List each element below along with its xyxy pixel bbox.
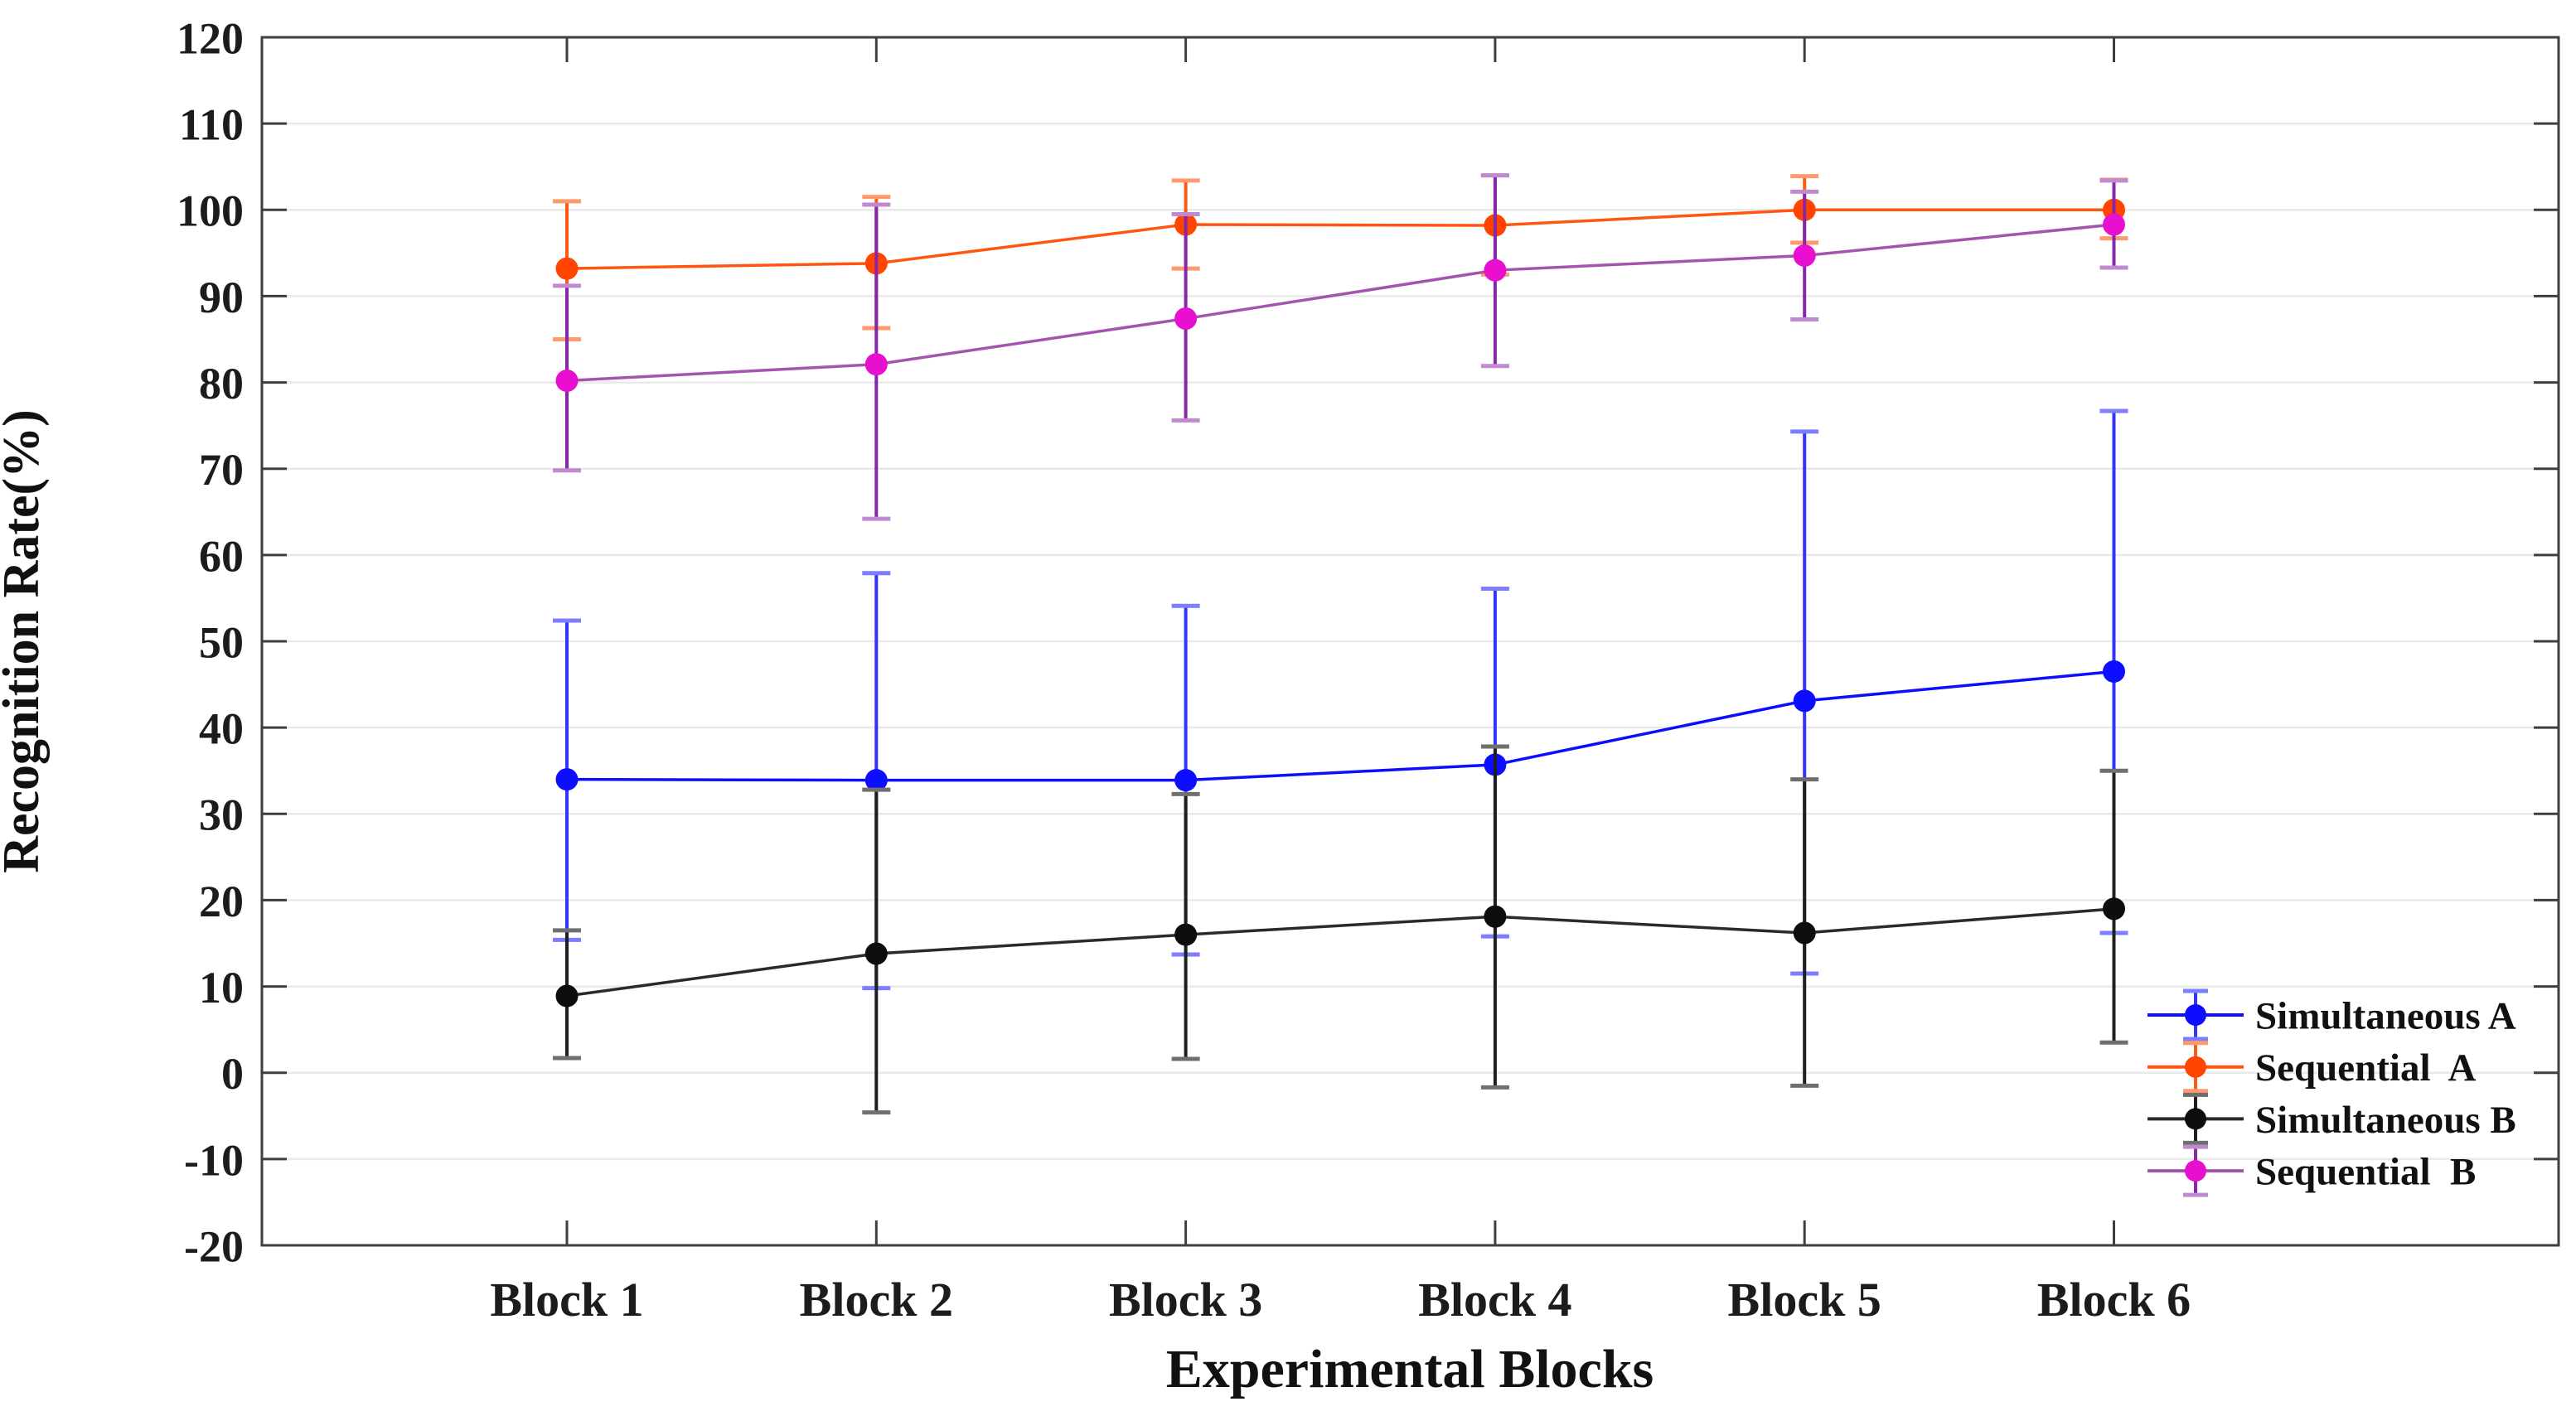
legend-label: Sequential B — [2255, 1151, 2476, 1194]
y-axis-title: Recognition Rate(%) — [0, 409, 50, 873]
legend-item: Simultaneous B — [2147, 1092, 2516, 1145]
y-tick-labels: -20 -10 0 10 20 30 40 50 60 70 80 90 100 110 120 — [177, 13, 244, 1271]
data-point — [1174, 769, 1198, 792]
data-point — [1174, 923, 1198, 946]
legend-label: Sequential A — [2255, 1046, 2476, 1090]
data-point — [1174, 307, 1198, 331]
y-tick-label: 80 — [199, 359, 244, 408]
legend-marker — [2185, 1108, 2206, 1130]
y-tick-label: 60 — [199, 531, 244, 581]
y-tick-label: 100 — [177, 186, 244, 236]
series-simultaneous-a — [553, 408, 2128, 991]
y-tick-label: 0 — [221, 1049, 244, 1099]
y-tick-label: 50 — [199, 617, 244, 667]
series-sequential-b — [553, 173, 2128, 521]
data-point — [2103, 660, 2125, 683]
x-tick-label: Block 3 — [1109, 1273, 1262, 1327]
data-point — [1484, 905, 1507, 928]
legend-item: Sequential B — [2147, 1144, 2476, 1197]
data-point — [2103, 213, 2125, 236]
data-series-layer — [553, 173, 2128, 1115]
axis-ticks — [262, 36, 2559, 1247]
legend: Simultaneous A Sequential A Simultaneous B… — [2147, 988, 2516, 1197]
x-tick-labels: Block 1 Block 2 Block 3 Block 4 Block 5 Block… — [490, 1273, 2191, 1327]
series-line — [566, 907, 2114, 998]
x-tick-label: Block 1 — [490, 1273, 643, 1327]
legend-marker — [2185, 1160, 2206, 1182]
y-tick-label: 30 — [199, 790, 244, 840]
legend-marker — [2185, 1004, 2206, 1026]
legend-item: Simultaneous A — [2147, 988, 2516, 1041]
y-tick-label: 20 — [199, 877, 244, 926]
y-tick-label: -20 — [184, 1221, 244, 1271]
data-point — [555, 984, 579, 1008]
x-tick-label: Block 2 — [800, 1273, 953, 1327]
data-point — [1793, 921, 1816, 945]
series-line — [566, 208, 2114, 270]
legend-item: Sequential A — [2147, 1041, 2476, 1094]
x-tick-label: Block 6 — [2037, 1273, 2191, 1327]
data-point — [555, 257, 579, 280]
y-tick-label: 120 — [177, 13, 244, 63]
series-sequential-a — [553, 173, 2128, 341]
legend-marker — [2185, 1056, 2206, 1078]
x-tick-label: Block 5 — [1728, 1273, 1881, 1327]
y-tick-label: -10 — [184, 1135, 244, 1185]
data-point — [2103, 897, 2125, 921]
series-line — [566, 669, 2114, 782]
data-point — [864, 353, 888, 376]
data-point — [1793, 244, 1816, 267]
data-point — [555, 369, 579, 392]
legend-label: Simultaneous A — [2255, 994, 2516, 1037]
y-tick-label: 10 — [199, 963, 244, 1012]
series-line — [566, 223, 2114, 383]
data-point — [1484, 259, 1507, 282]
data-point — [864, 942, 888, 965]
y-tick-label: 110 — [179, 100, 244, 150]
y-tick-label: 40 — [199, 704, 244, 754]
data-point — [555, 768, 579, 791]
data-point — [1793, 689, 1816, 713]
x-axis-title: Experimental Blocks — [1166, 1339, 1654, 1399]
y-tick-label: 90 — [199, 273, 244, 322]
gridlines — [262, 122, 2559, 1161]
data-point — [864, 769, 888, 792]
legend-label: Simultaneous B — [2255, 1099, 2516, 1142]
series-simultaneous-b — [553, 744, 2128, 1115]
x-tick-label: Block 4 — [1418, 1273, 1571, 1327]
y-tick-label: 70 — [199, 445, 244, 495]
